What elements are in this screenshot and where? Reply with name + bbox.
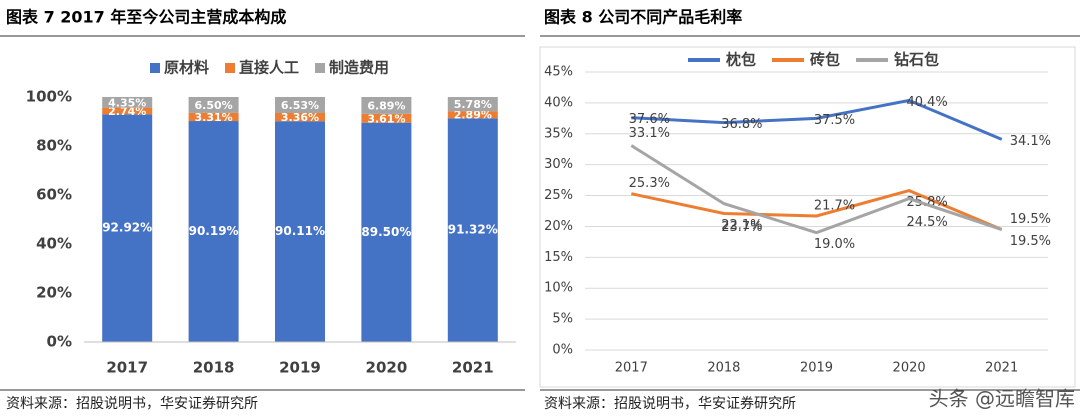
value-label: 33.1% [629,126,670,141]
value-label: 90.19% [189,224,239,238]
line [630,189,1003,231]
bar-segment [102,107,153,115]
bar-segment [275,112,325,122]
line [631,98,1003,141]
y-tick-label: 40% [36,235,72,253]
bar-segment [188,97,239,113]
bar-segment [275,121,325,342]
value-label: 25.8% [906,195,947,210]
x-tick-label: 2021 [452,359,494,377]
legend-label: 制造费用 [329,59,389,77]
x-tick-label: 2019 [800,361,833,376]
y-tick-label: 0% [47,333,72,351]
x-tick-label: 2018 [193,359,235,377]
y-tick-label: 20% [36,284,72,302]
value-label: 22.1% [721,218,762,233]
bar-segment [447,97,498,112]
value-label: 6.53% [281,99,319,112]
x-tick-label: 2017 [106,359,148,377]
y-tick-label: 15% [544,250,573,265]
value-label: 91.32% [448,223,498,237]
value-label: 37.6% [629,112,670,127]
value-label: 19.5% [1010,234,1051,249]
x-tick-label: 2018 [707,361,740,376]
bar-segment [188,121,239,342]
bar-segment [102,114,153,342]
legend-swatch [150,63,160,73]
value-label: 19.0% [814,237,855,252]
legend-label: 枕包 [726,51,756,69]
chart-title: 图表 8 公司不同产品毛利率 [544,8,742,27]
source: 资料来源：招股说明书，华安证券研究所 [6,396,258,412]
value-label: 92.92% [102,221,152,235]
bar-segment [361,113,412,123]
source: 资料来源：招股说明书，华安证券研究所 [544,396,796,412]
bar-segment [447,118,498,343]
y-tick-label: 45% [544,65,573,80]
x-tick-label: 2021 [985,361,1018,376]
y-tick-label: 40% [544,95,573,110]
y-tick-label: 100% [26,88,72,106]
value-label: 6.89% [367,99,405,112]
y-tick-label: 0% [552,343,573,358]
value-label: 19.5% [1010,212,1051,227]
y-tick-label: 30% [544,157,573,172]
line [630,144,1003,235]
value-label: 3.36% [281,111,319,124]
value-label: 90.11% [275,224,325,238]
value-label: 2.74% [108,105,146,118]
x-tick-label: 2020 [366,359,408,377]
legend-label: 砖包 [810,51,840,69]
bar-segment [361,122,412,342]
bar-segment [102,96,153,108]
bar-segment [188,112,239,122]
value-label: 4.35% [108,96,146,109]
value-label: 5.78% [454,98,492,111]
y-tick-label: 20% [544,219,573,234]
x-tick-label: 2019 [279,359,321,377]
legend-label: 钻石包 [894,51,939,69]
legend-swatch [225,63,236,73]
value-label: 89.50% [361,225,411,239]
y-tick-label: 10% [544,281,573,296]
y-tick-label: 60% [36,186,72,204]
y-tick-label: 35% [544,126,573,141]
value-label: 23.7% [721,220,762,235]
y-tick-label: 80% [36,137,72,155]
legend-swatch [315,63,326,73]
bar-segment [447,111,498,119]
value-label: 36.8% [721,117,762,132]
value-label: 37.5% [814,113,855,128]
legend-label: 直接人工 [239,59,299,77]
value-label: 40.4% [906,95,947,110]
value-label: 3.61% [367,112,405,125]
chart-frame [539,46,1076,388]
value-label: 3.31% [195,111,233,124]
value-label: 2.89% [454,109,492,122]
value-label: 21.7% [814,198,855,213]
y-tick-label: 5% [552,312,573,327]
bar-segment [361,97,412,114]
y-tick-label: 25% [544,188,573,203]
legend-label: 原材料 [164,59,209,77]
chart-title: 图表 7 2017 年至今公司主营成本构成 [6,8,286,27]
value-label: 24.5% [906,215,947,230]
value-label: 34.1% [1010,134,1051,149]
x-tick-label: 2017 [615,361,648,376]
value-label: 6.50% [195,99,233,112]
value-label: 25.3% [629,176,670,191]
watermark: 头条 @远瞻智库 [929,387,1075,411]
x-tick-label: 2020 [893,361,926,376]
bar-segment [275,97,325,113]
